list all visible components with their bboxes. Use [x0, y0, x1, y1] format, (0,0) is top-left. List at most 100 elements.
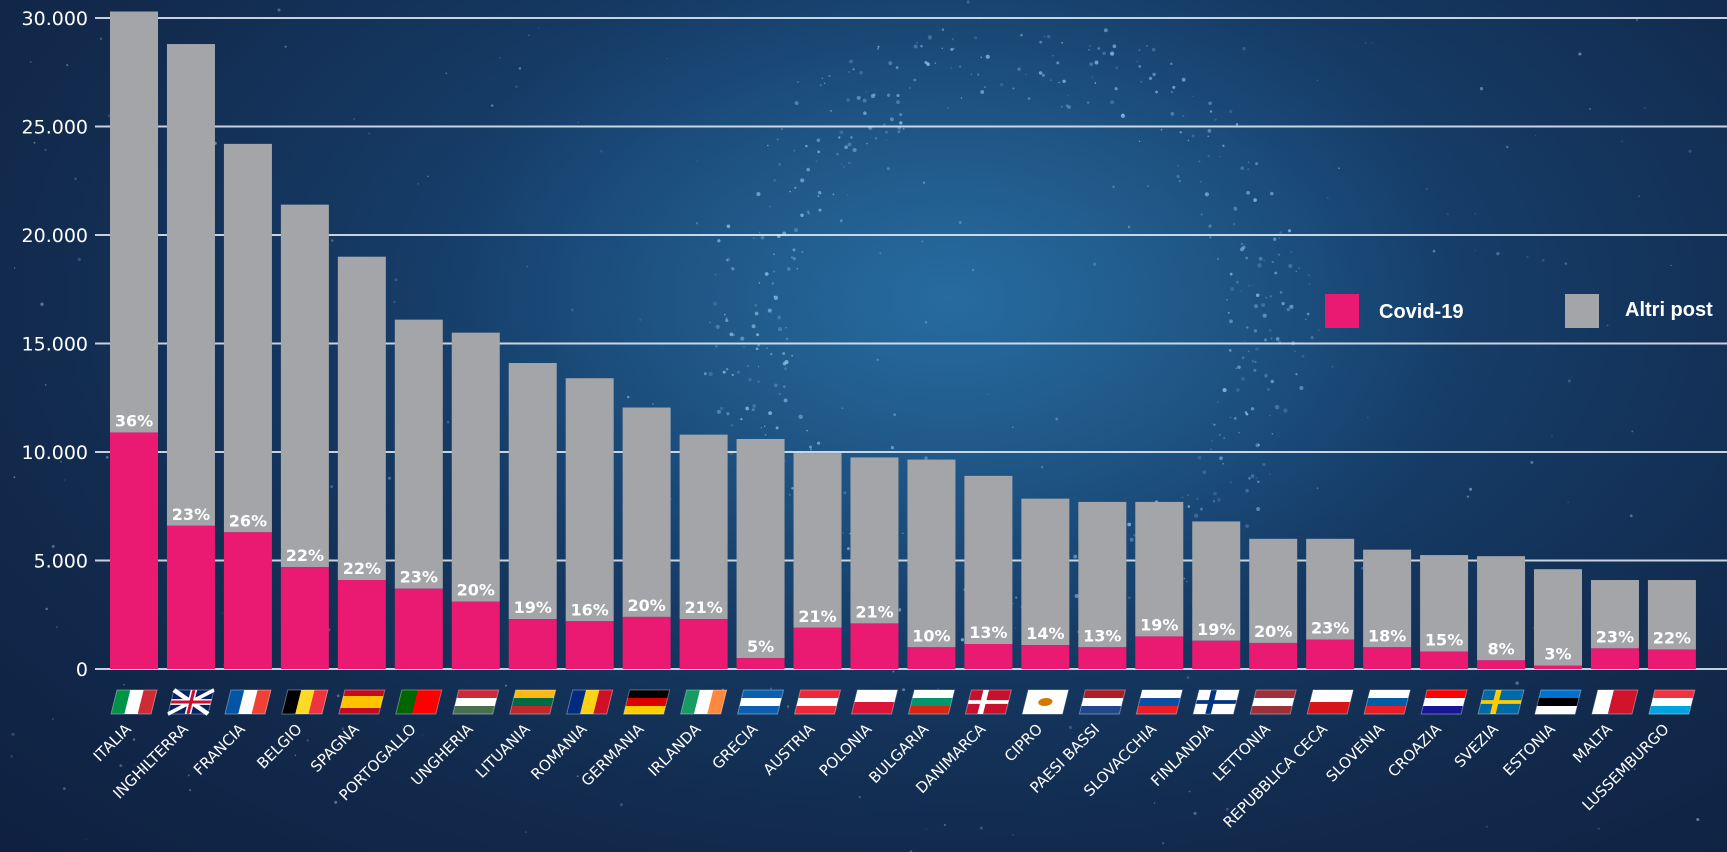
bar-altri-post	[964, 475, 1013, 645]
background-dot	[1279, 290, 1283, 294]
background-dot	[1305, 318, 1307, 321]
background-dot	[666, 57, 668, 60]
background-dot	[123, 683, 125, 686]
background-dot	[722, 688, 724, 691]
background-dot	[336, 694, 340, 698]
background-dot	[872, 93, 876, 97]
background-dot	[760, 427, 762, 429]
bar-altri-post	[565, 378, 614, 622]
bar-covid-19	[964, 644, 1013, 669]
background-dot	[1578, 52, 1582, 56]
background-dot	[485, 773, 488, 775]
background-dot	[1196, 498, 1199, 500]
background-dot	[838, 136, 841, 139]
background-dot	[844, 145, 848, 150]
background-dot	[1136, 60, 1138, 63]
background-dot	[973, 36, 978, 40]
background-dot	[1240, 247, 1245, 252]
background-dot	[1103, 28, 1108, 33]
background-dot	[1631, 430, 1634, 433]
background-dot	[794, 228, 798, 232]
background-dot	[1241, 356, 1245, 360]
background-dot	[60, 460, 62, 463]
background-dot	[85, 839, 87, 841]
bar-altri-post	[793, 453, 842, 628]
bar-altri-post	[166, 44, 215, 526]
background-dot	[752, 236, 755, 240]
flag-icon	[395, 689, 443, 715]
background-dot	[920, 44, 923, 48]
background-dot	[63, 479, 66, 481]
background-dot	[1209, 224, 1212, 226]
bar-covid-19	[793, 627, 842, 669]
background-dot	[1112, 44, 1117, 49]
background-dot	[1227, 311, 1230, 314]
background-dot	[943, 823, 947, 827]
percent-label: 19%	[1197, 620, 1235, 639]
background-dot	[1208, 224, 1212, 228]
background-dot	[805, 144, 808, 148]
background-dot	[926, 62, 930, 67]
background-dot	[862, 98, 867, 103]
background-dot	[951, 38, 954, 41]
background-dot	[1256, 507, 1261, 511]
background-dot	[773, 383, 778, 388]
background-dot	[1089, 62, 1094, 67]
percent-label: 20%	[457, 581, 495, 600]
bar-altri-post	[1021, 498, 1070, 646]
background-dot	[570, 308, 574, 312]
background-dot	[941, 28, 945, 31]
background-dot	[896, 93, 900, 98]
background-dot	[1474, 249, 1476, 252]
y-tick-label: 30.000	[22, 8, 88, 30]
background-dot	[1208, 236, 1212, 239]
background-dot	[1636, 18, 1639, 22]
background-dot	[577, 121, 579, 124]
background-dot	[714, 344, 718, 348]
background-dot	[277, 8, 281, 12]
percent-label: 5%	[747, 637, 774, 656]
x-tick-label: FINLANDIA	[1147, 720, 1217, 790]
background-dot	[1286, 307, 1291, 312]
bar-altri-post	[1590, 580, 1639, 649]
flag-icon	[224, 689, 272, 715]
x-tick-label: AUSTRIA	[760, 720, 819, 779]
background-dot	[1214, 118, 1217, 121]
flag-icon	[1591, 689, 1639, 715]
background-dot	[1564, 262, 1568, 265]
background-dot	[1250, 474, 1255, 478]
background-dot	[807, 212, 810, 215]
background-dot	[798, 414, 803, 419]
background-dot	[221, 612, 224, 614]
background-dot	[1331, 365, 1334, 368]
background-dot	[1644, 107, 1646, 109]
background-dot	[1094, 82, 1097, 84]
background-dot	[1183, 577, 1186, 580]
background-dot	[499, 57, 501, 59]
background-dot	[740, 336, 745, 341]
background-dot	[895, 66, 899, 69]
percent-label: 21%	[684, 598, 722, 617]
bars	[110, 11, 1696, 669]
bar-covid-19	[1078, 647, 1127, 669]
flag-icon	[793, 689, 842, 715]
background-dot	[898, 607, 902, 611]
background-dot	[1110, 51, 1115, 56]
background-dot	[1211, 439, 1214, 442]
background-dot	[1216, 497, 1221, 502]
background-dot	[849, 532, 851, 535]
background-dot	[1133, 534, 1136, 537]
legend-swatch-altri	[1565, 294, 1599, 328]
bar-covid-19	[1306, 639, 1355, 669]
background-dot	[1229, 319, 1233, 324]
background-dot	[756, 333, 760, 337]
background-dot	[708, 321, 711, 324]
background-dot	[599, 150, 603, 153]
background-dot	[1275, 337, 1280, 341]
background-dot	[893, 413, 897, 416]
flag-icon	[1021, 689, 1069, 715]
background-dot	[877, 45, 880, 48]
background-dot	[1120, 113, 1125, 118]
background-dot	[1688, 149, 1692, 153]
